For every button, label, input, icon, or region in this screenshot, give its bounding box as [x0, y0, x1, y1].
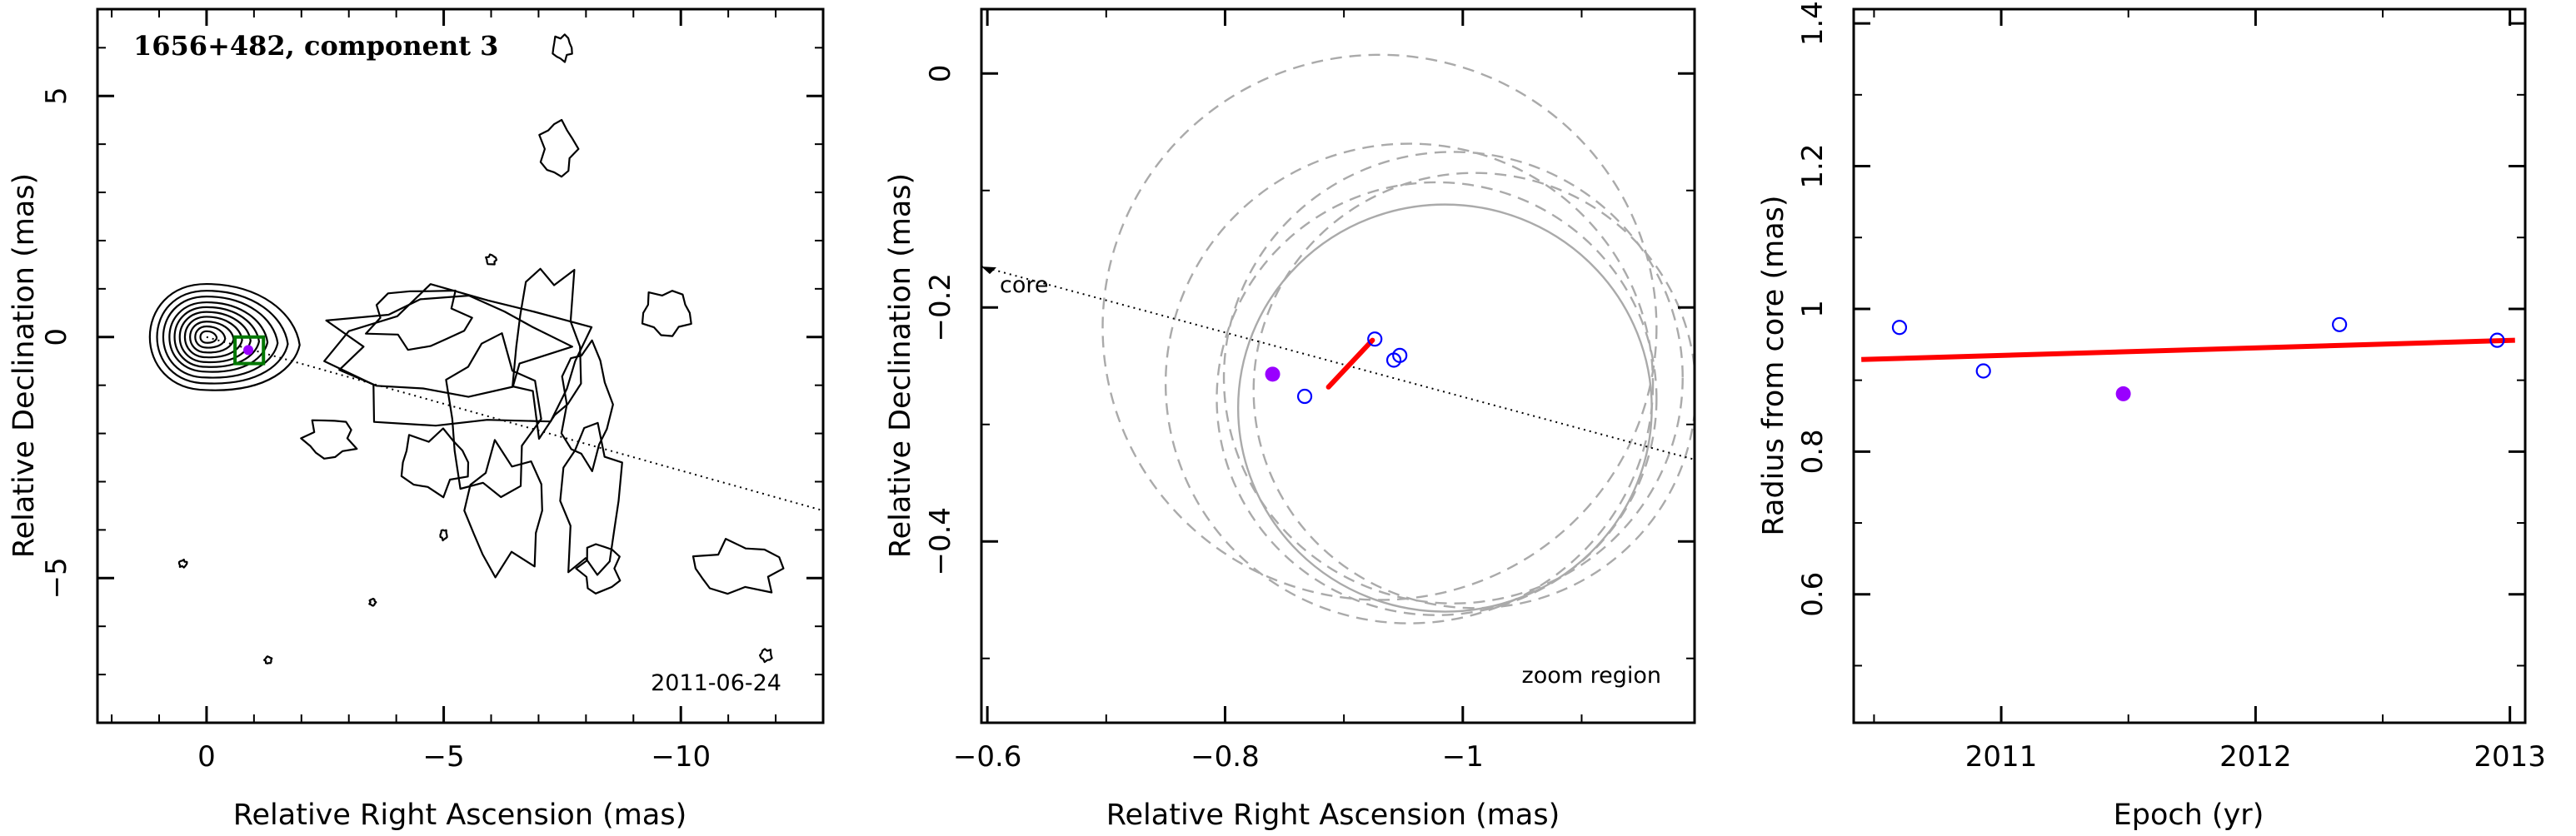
core-contour: [189, 321, 235, 354]
uncertainty-circle: [1101, 53, 1658, 601]
emission-contour: [560, 339, 614, 472]
radius-point-filled: [2115, 386, 2131, 401]
y-tick-label: 1.2: [1796, 144, 1830, 189]
zoom-region-box: [233, 335, 266, 366]
radius-plot-area: [1861, 316, 2515, 401]
uncertainty-circle: [1222, 151, 1684, 605]
zoom-region-panel: −0.6 −0.8 −1 0 −0.2 −0.4 core zoom region Rel…: [884, 7, 1696, 832]
emission-contour: [485, 253, 498, 266]
core-contour: [162, 296, 279, 379]
emission-contour: [559, 421, 623, 576]
x-tick-label: 2011: [1965, 740, 2038, 774]
core-contour: [168, 301, 269, 373]
emission-contour: [325, 294, 573, 398]
y-axis-label: Relative Declination (mas): [884, 173, 917, 558]
contour-plot-frame: [96, 7, 825, 724]
x-tick-label: −0.6: [953, 740, 1022, 774]
contour-axes: 0 −5 −10 −5 0 5: [40, 9, 824, 774]
y-tick-label: 5: [40, 87, 73, 105]
emission-contour: [368, 597, 377, 607]
position-point-open: [1392, 347, 1408, 363]
y-tick-label: 0: [40, 328, 73, 346]
emission-contour: [538, 118, 580, 178]
x-tick-label: 2012: [2219, 740, 2292, 774]
zoom-plot-area: [981, 53, 1695, 625]
x-tick-label: −5: [423, 740, 465, 774]
x-axis-label: Epoch (yr): [2114, 799, 2264, 832]
radius-point-open: [1891, 320, 1908, 336]
zoom-plot-frame: [980, 7, 1696, 724]
emission-contour: [263, 655, 273, 664]
y-tick-label: −0.4: [924, 507, 957, 576]
fit-line: [1325, 337, 1375, 390]
core-annotation: core: [1000, 272, 1048, 298]
position-point-open: [1296, 388, 1313, 405]
emission-contour: [445, 332, 542, 499]
x-tick-label: 0: [197, 740, 216, 774]
y-tick-label: 0: [924, 64, 957, 82]
zoom-axes: −0.6 −0.8 −1 0 −0.2 −0.4: [924, 9, 1695, 774]
contour-plot-area: [148, 33, 823, 664]
x-tick-label: −0.8: [1191, 740, 1260, 774]
uncertainty-circle: [1164, 142, 1655, 625]
core-contour: [178, 311, 252, 363]
x-tick-label: −1: [1442, 740, 1484, 774]
x-tick-label: 2013: [2474, 740, 2546, 774]
emission-contour: [463, 439, 543, 579]
uncertainty-circle: [1216, 181, 1658, 616]
radius-epoch-panel: 2011 2012 2013 0.6 0.8 1 1.2 1.4 Epoch (yr) Rad…: [1757, 1, 2546, 832]
radius-plot-frame: [1852, 7, 2527, 724]
emission-contour: [691, 538, 785, 595]
emission-contour: [759, 648, 773, 664]
y-tick-label: 0.8: [1796, 429, 1830, 474]
core-contour: [173, 306, 261, 368]
y-tick-label: −0.2: [924, 273, 957, 342]
panel-title: 1656+482, component 3: [133, 30, 498, 62]
epoch-annotation: 2011-06-24: [651, 670, 781, 696]
radius-point-open: [2489, 332, 2505, 348]
x-tick-label: −10: [651, 740, 711, 774]
core-contour: [156, 290, 289, 385]
emission-contour: [641, 290, 692, 337]
core-contour: [184, 316, 243, 359]
y-tick-label: 1.4: [1796, 1, 1830, 46]
component-marker: [243, 345, 254, 356]
contour-map-panel: 0 −5 −10 −5 0 5 1656+482, component 3 2011-06…: [7, 7, 825, 832]
emission-contour: [300, 419, 358, 460]
emission-contour: [177, 558, 188, 569]
x-axis-label: Relative Right Ascension (mas): [1106, 799, 1560, 832]
emission-contour: [323, 283, 593, 427]
emission-contour: [552, 33, 573, 63]
emission-contour: [512, 267, 582, 440]
core-contour: [148, 282, 301, 391]
y-axis-label: Relative Declination (mas): [7, 173, 41, 558]
radius-axes: 2011 2012 2013 0.6 0.8 1 1.2 1.4: [1796, 1, 2546, 774]
emission-contour: [439, 529, 448, 542]
emission-contour: [365, 289, 473, 351]
position-point-filled: [1265, 366, 1281, 382]
core-contour: [199, 330, 218, 344]
y-tick-label: 1: [1796, 300, 1830, 318]
y-axis-label: Radius from core (mas): [1757, 195, 1790, 535]
fit-line: [1861, 337, 2515, 362]
core-direction-line: [981, 266, 1695, 460]
core-arrow-head: [981, 266, 996, 275]
y-tick-label: −5: [40, 557, 73, 599]
uncertainty-circle: [1236, 203, 1653, 613]
y-tick-label: 0.6: [1796, 572, 1830, 617]
core-contour: [194, 325, 227, 349]
zoom-region-annotation: zoom region: [1522, 663, 1661, 689]
x-axis-label: Relative Right Ascension (mas): [233, 799, 686, 832]
position-point-open: [1367, 331, 1383, 347]
emission-contour: [400, 427, 470, 499]
emission-contour: [575, 543, 622, 595]
radius-point-open: [1975, 363, 1991, 379]
uncertainty-circle: [1252, 172, 1695, 610]
radius-point-open: [2332, 316, 2348, 332]
